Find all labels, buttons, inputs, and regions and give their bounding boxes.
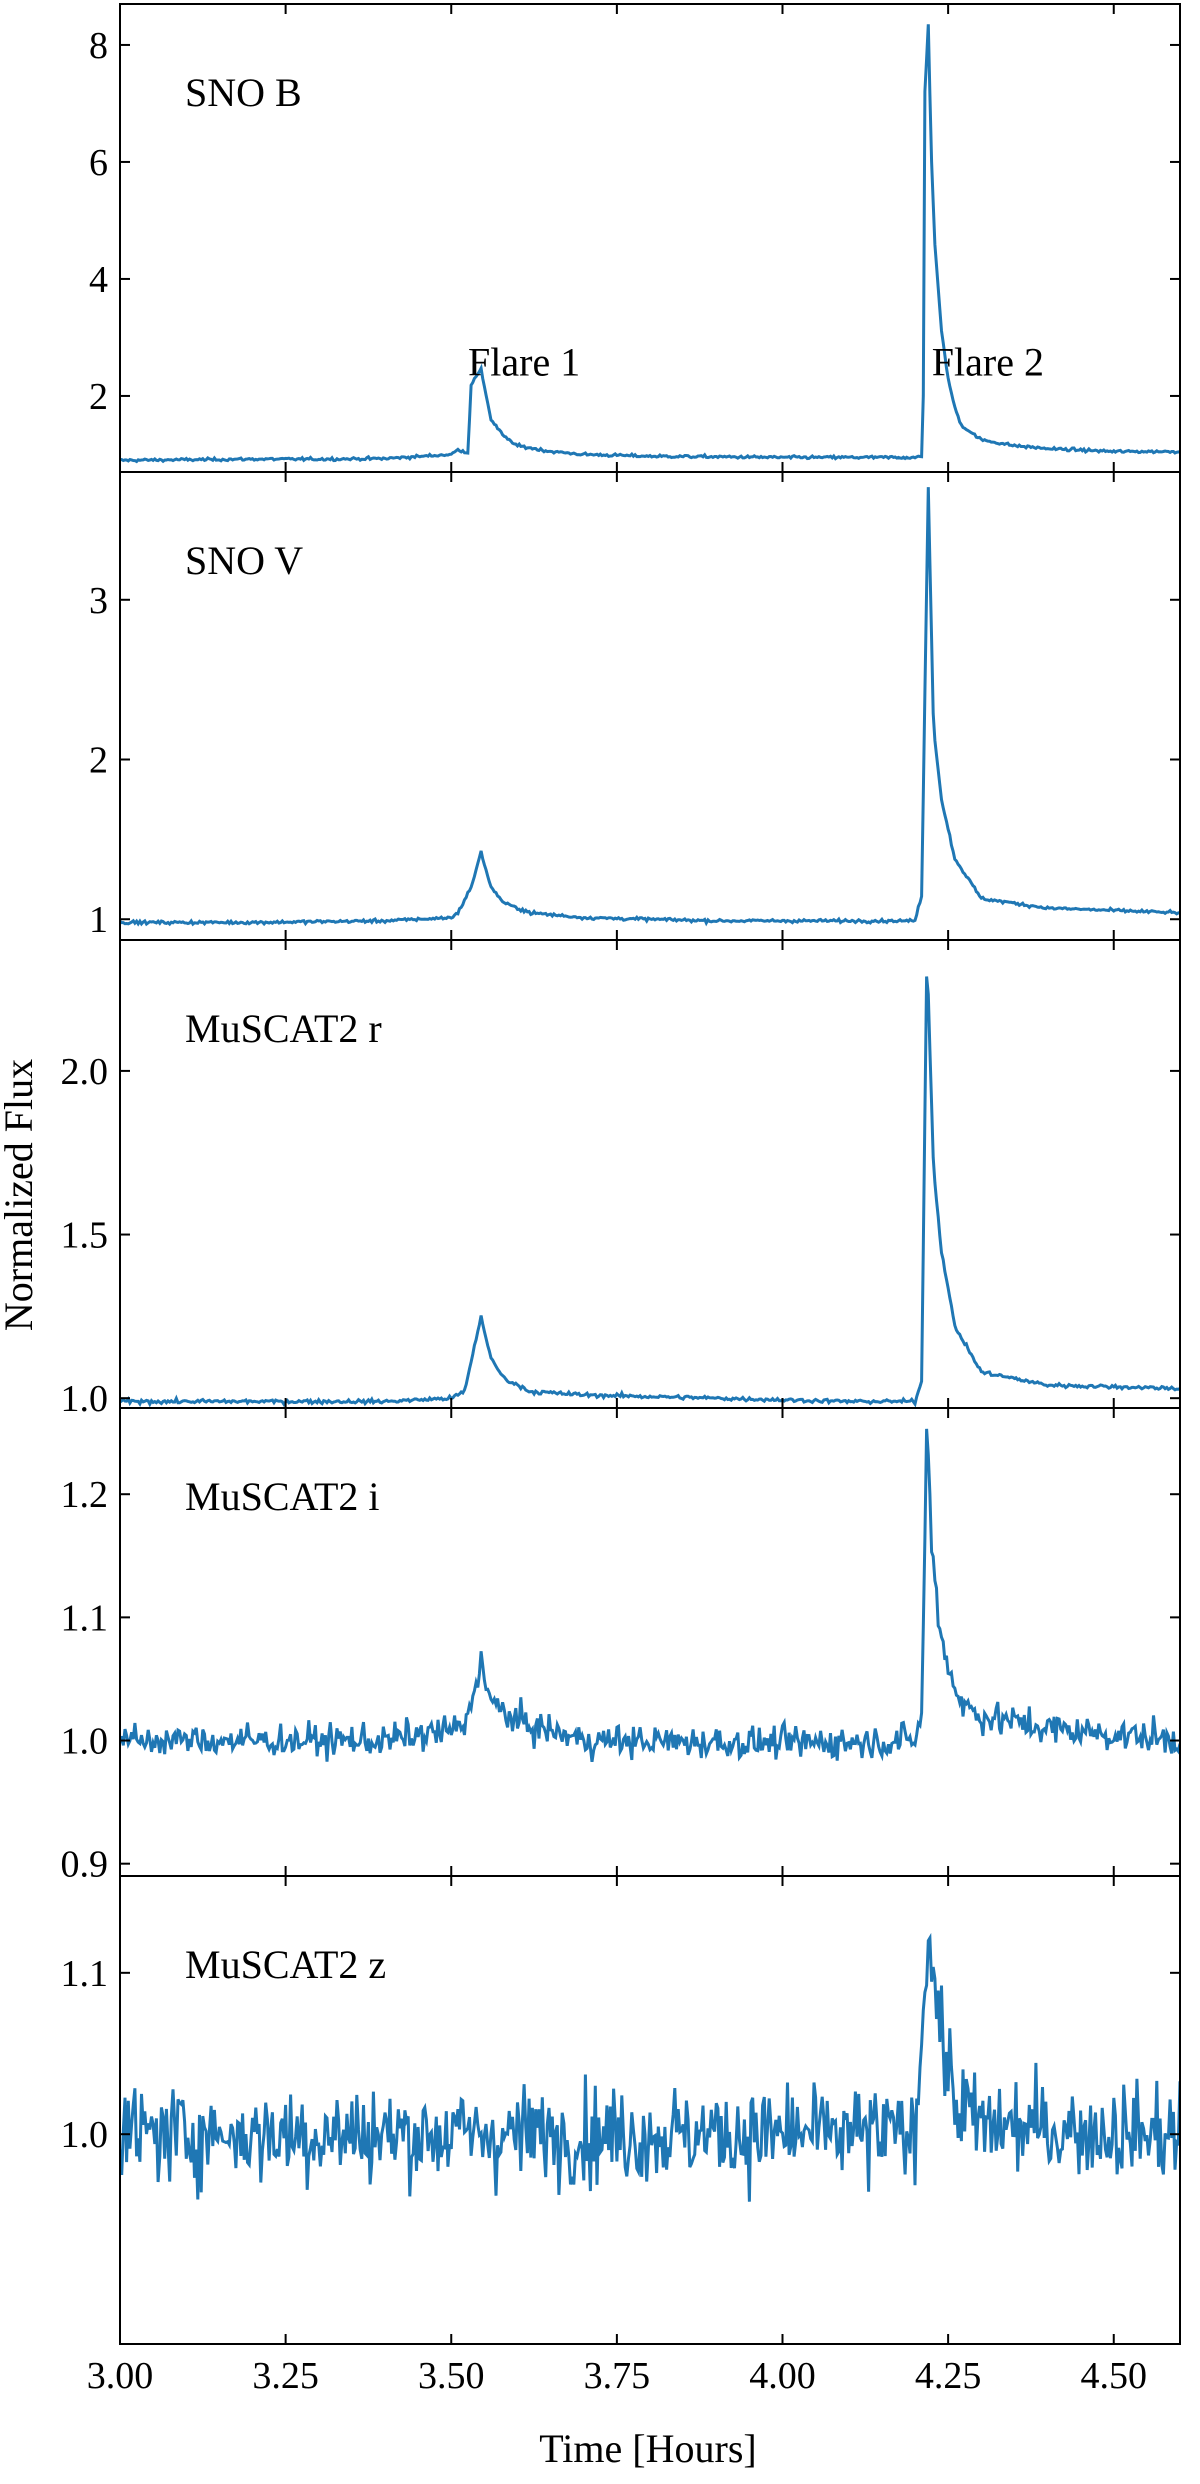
y-tick-label: 1.5 [61, 1215, 109, 1257]
panel-3: 1.0 1.5 2.0 MuSCAT2 r [61, 939, 1181, 1420]
x-tick-label: 3.75 [584, 2355, 651, 2397]
y-tick-label: 6 [89, 142, 108, 184]
x-tick-label: 4.25 [915, 2355, 982, 2397]
y-tick-label: 8 [89, 25, 108, 67]
annotation: Flare 2 [932, 339, 1044, 384]
panel-label: MuSCAT2 z [185, 1942, 386, 1987]
panel-label: MuSCAT2 i [185, 1474, 380, 1519]
y-tick-label: 1.1 [61, 1953, 109, 1995]
panel-label: SNO V [185, 538, 303, 583]
y-tick-label: 2 [89, 740, 108, 782]
x-tick-label: 3.00 [87, 2355, 154, 2397]
x-tick-label: 3.50 [418, 2355, 485, 2397]
y-tick-label: 2.0 [61, 1051, 109, 1093]
y-tick-label: 4 [89, 259, 108, 301]
y-axis-label: Normalized Flux [0, 1059, 41, 1331]
y-tick-label: 1 [89, 899, 108, 941]
panel-2: 1 2 3 SNO V [89, 471, 1181, 941]
y-tick-label: 1.0 [61, 2114, 109, 2156]
series-line-1 [120, 24, 1180, 464]
panel-label: SNO B [185, 70, 302, 115]
panel-4: 0.9 1.0 1.1 1.2 MuSCAT2 i [61, 1407, 1181, 1886]
y-tick-label: 0.9 [61, 1844, 109, 1886]
series-line-3 [120, 976, 1180, 1408]
y-tick-label: 1.1 [61, 1597, 109, 1639]
y-tick-label: 1.0 [61, 1721, 109, 1763]
x-axis: 3.00 3.25 3.50 3.75 4.00 4.25 4.50 [87, 2355, 1147, 2397]
x-tick-label: 4.00 [749, 2355, 816, 2397]
annotation: Flare 1 [468, 339, 580, 384]
series-line-5 [120, 1932, 1180, 2202]
panel-5: 1.0 1.1 MuSCAT2 z [61, 1875, 1181, 2345]
y-tick-label: 3 [89, 580, 108, 622]
series-line-2 [120, 487, 1180, 927]
panels-layer: 2 4 6 8 SNO B Flare 1 Flare 2 1 2 3 SNO V 1.0 1.5 2.0… [61, 3, 1181, 2345]
y-tick-label: 1.0 [61, 1378, 109, 1420]
series-line-4 [120, 1428, 1180, 1763]
x-axis-label: Time [Hours] [539, 2426, 756, 2471]
x-tick-label: 3.25 [252, 2355, 319, 2397]
panel-label: MuSCAT2 r [185, 1006, 382, 1051]
panel-1: 2 4 6 8 SNO B Flare 1 Flare 2 [89, 3, 1181, 473]
y-tick-label: 1.2 [61, 1474, 109, 1516]
x-tick-label: 4.50 [1081, 2355, 1148, 2397]
y-tick-label: 2 [89, 376, 108, 418]
panel-frame [119, 1875, 1181, 2345]
